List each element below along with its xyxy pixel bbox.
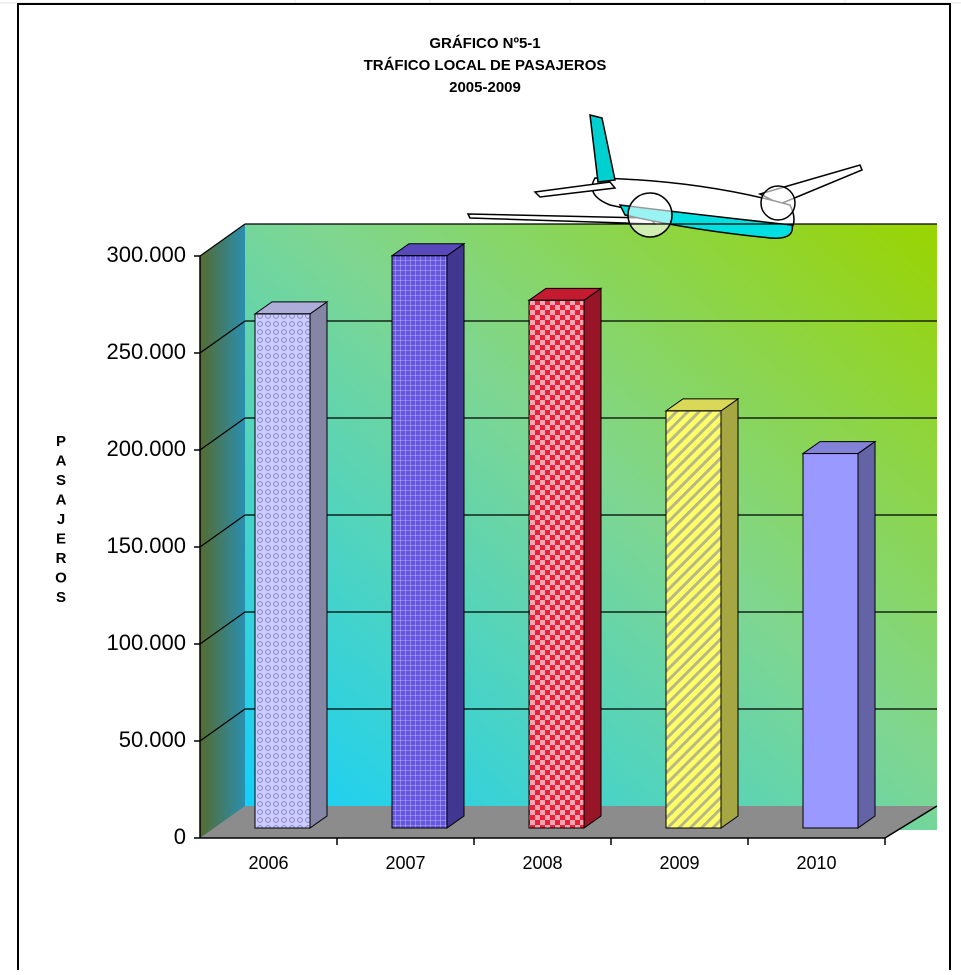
- chart-subtitle: TRÁFICO LOCAL DE PASAJEROS: [364, 57, 607, 74]
- y-tick-label: 50.000: [119, 727, 186, 752]
- chart-title: GRÁFICO Nº5-1: [429, 35, 540, 52]
- grid-line: [199, 417, 246, 451]
- x-tick-label: 2006: [248, 853, 288, 873]
- y-tick-label: 200.000: [106, 436, 186, 461]
- y-tick-label: 0: [174, 824, 186, 849]
- y-tick-label: 100.000: [106, 630, 186, 655]
- bar-pattern: [254, 313, 311, 829]
- x-tick-label: 2009: [659, 853, 699, 873]
- x-tick-label: 2007: [385, 853, 425, 873]
- grid-line: [199, 514, 246, 548]
- y-tick-label: 250.000: [106, 339, 186, 364]
- bar-side: [720, 397, 739, 829]
- bar-pattern: [391, 255, 448, 829]
- grid-line: [199, 223, 246, 257]
- bar-pattern: [528, 299, 585, 829]
- bar-side: [309, 300, 328, 829]
- bar-side: [583, 287, 602, 829]
- bar: [802, 453, 859, 829]
- grid-line: [199, 708, 246, 742]
- y-tick-label: 300.000: [106, 242, 186, 267]
- x-tick-label: 2010: [796, 853, 836, 873]
- bar-side: [857, 440, 876, 829]
- grid-line: [199, 320, 246, 354]
- x-axis-depth: [884, 805, 938, 839]
- airplane: [466, 114, 863, 239]
- x-tick-label: 2008: [522, 853, 562, 873]
- grid-line: [199, 611, 246, 645]
- y-tick-label: 150.000: [106, 533, 186, 558]
- chart-period: 2005-2009: [449, 79, 521, 96]
- bar-pattern: [665, 410, 722, 829]
- bar-side: [446, 242, 465, 829]
